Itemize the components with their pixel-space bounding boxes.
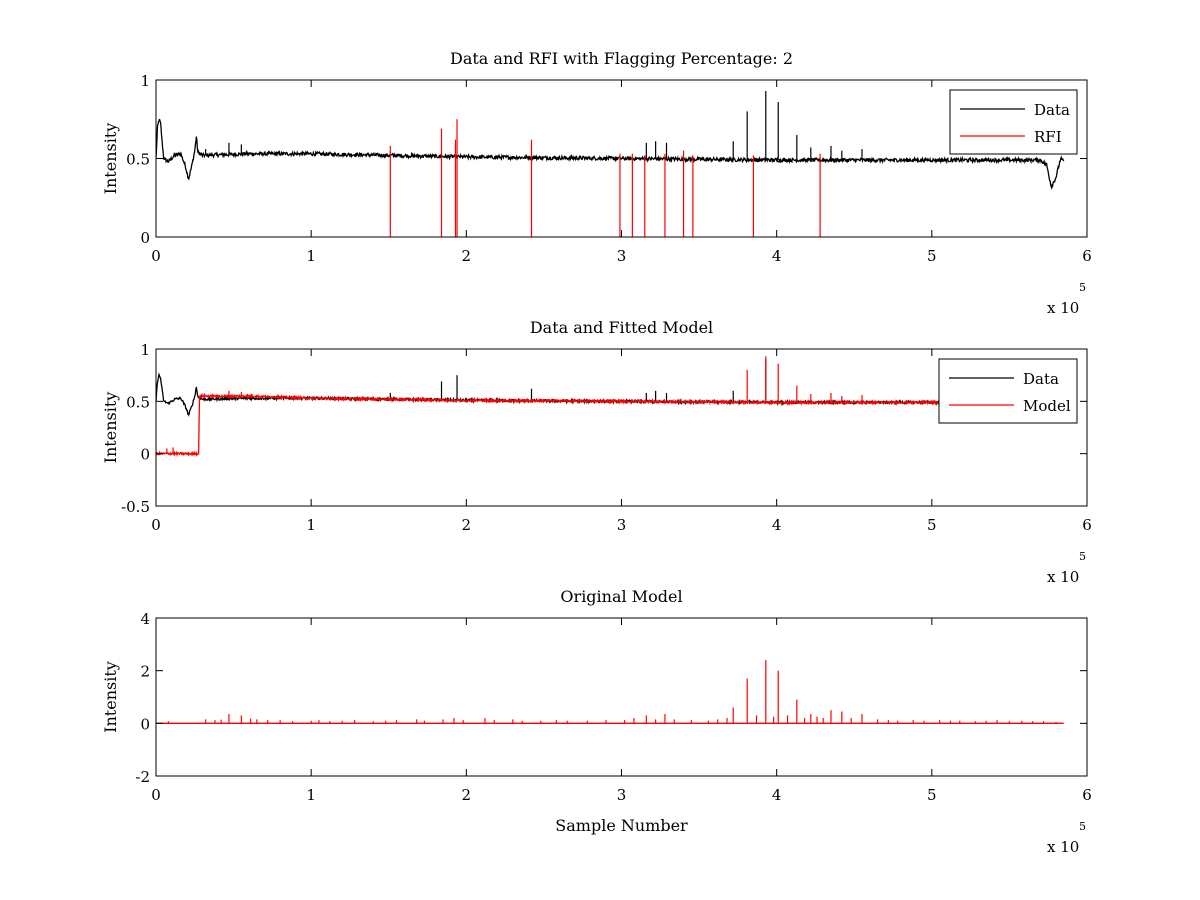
legend-box [949,89,1078,155]
y-tick-label: 0 [140,446,150,464]
x-tick-label: 3 [617,247,627,265]
legend-entry: Data [1023,370,1059,388]
data-series-line [156,118,1065,191]
x-tick-label: 0 [151,516,161,534]
axes-box [155,617,1088,777]
x-tick-label: 0 [151,247,161,265]
y-tick-label: 4 [140,610,150,628]
x-multiplier-exponent: 5 [1079,820,1086,833]
x-tick-label: 2 [462,516,472,534]
chart-title: Data and Fitted Model [530,318,713,337]
legend: Data RFI [949,89,1078,155]
y-tick-label: -2 [135,768,150,786]
x-tick-label: 3 [617,516,627,534]
y-tick-label: 1 [140,341,150,359]
x-tick-label: 1 [306,786,316,804]
x-tick-label: 4 [772,516,782,534]
y-tick-label: -0.5 [121,498,150,516]
x-tick-label: 2 [462,786,472,804]
series-group [156,356,1065,457]
y-tick-label: 0.5 [126,393,150,411]
series-group [156,660,1064,724]
legend-box [938,358,1078,424]
x-tick-label: 1 [306,516,316,534]
x-tick-label: 5 [927,786,937,804]
x-multiplier-base: x 10 [1047,568,1079,586]
x-axis-label: Sample Number [555,816,688,835]
legend-entry: Model [1023,397,1071,415]
y-tick-label: 1 [140,72,150,90]
x-multiplier-base: x 10 [1047,838,1079,856]
y-tick-label: 2 [140,663,150,681]
y-axis-label: Intensity [101,661,120,733]
x-tick-label: 0 [151,786,161,804]
legend-entry: Data [1034,101,1070,119]
model-series-line [156,392,948,457]
legend-entry: RFI [1034,128,1062,146]
x-tick-label: 2 [462,247,472,265]
legend: Data Model [938,358,1078,424]
x-tick-label: 6 [1082,247,1092,265]
x-tick-label: 4 [772,247,782,265]
x-tick-label: 5 [927,516,937,534]
x-tick-label: 5 [927,247,937,265]
chart-title: Data and RFI with Flagging Percentage: 2 [450,49,793,68]
x-tick-label: 6 [1082,786,1092,804]
x-tick-label: 4 [772,786,782,804]
x-tick-label: 6 [1082,516,1092,534]
chart-title: Original Model [560,587,682,606]
x-multiplier-exponent: 5 [1079,550,1086,563]
data-rfi-panel: 0 1 2 3 4 5 6 0 0.5 1 Data and RFI with Flagging P… [101,49,1092,317]
series-group [156,90,1065,237]
x-multiplier-exponent: 5 [1079,281,1086,294]
x-multiplier-base: x 10 [1047,299,1079,317]
y-tick-label: 0.5 [126,151,150,169]
y-axis-label: Intensity [101,123,120,195]
y-tick-label: 0 [140,715,150,733]
x-tick-label: 3 [617,786,627,804]
x-tick-label: 1 [306,247,316,265]
y-tick-label: 0 [140,229,150,247]
y-axis-label: Intensity [101,392,120,464]
